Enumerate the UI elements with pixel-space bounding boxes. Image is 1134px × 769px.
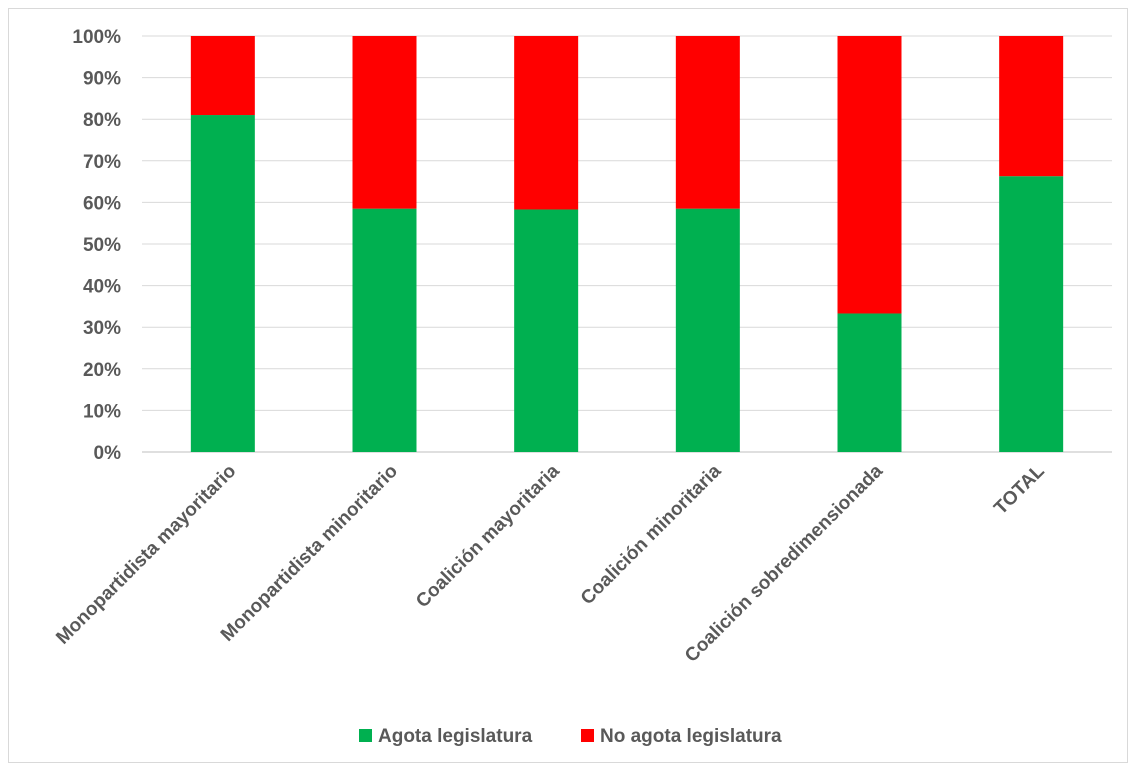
- bar-segment-no-agota: [514, 36, 579, 210]
- legend: Agota legislatura No agota legislatura: [359, 726, 782, 747]
- x-category-label: Coalición sobredimensionada: [681, 460, 887, 666]
- x-category-label: Monopartidista mayoritario: [52, 461, 240, 649]
- legend-swatch: [581, 729, 594, 742]
- bar-segment-agota: [352, 208, 417, 452]
- bar-segment-no-agota: [675, 36, 740, 209]
- x-category-label: TOTAL: [990, 460, 1049, 519]
- y-tick-label: 40%: [83, 277, 121, 298]
- legend-swatch: [359, 729, 372, 742]
- bar-segment-no-agota: [352, 36, 417, 209]
- bar-segment-no-agota: [190, 36, 255, 116]
- y-tick-label: 10%: [83, 401, 121, 422]
- y-tick-label: 70%: [83, 152, 121, 173]
- y-tick-label: 0%: [94, 443, 122, 464]
- y-axis-ticks: 0% 10% 20% 30% 40% 50% 60% 70% 80% 90% 100%: [72, 27, 121, 464]
- y-tick-label: 80%: [83, 110, 121, 131]
- bar-segment-agota: [999, 176, 1064, 452]
- y-tick-label: 20%: [83, 360, 121, 381]
- legend-label: Agota legislatura: [378, 726, 533, 747]
- x-category-label: Coalición mayoritaria: [412, 460, 564, 612]
- y-tick-label: 30%: [83, 318, 121, 339]
- y-tick-label: 50%: [83, 235, 121, 256]
- y-tick-label: 90%: [83, 69, 121, 90]
- bar-segment-agota: [675, 208, 740, 452]
- bar-segment-no-agota: [999, 36, 1064, 177]
- bar-segment-agota: [514, 209, 579, 452]
- bar-segment-agota: [190, 115, 255, 452]
- x-category-label: Coalición minoritaria: [577, 460, 726, 609]
- x-axis-categories: Monopartidista mayoritarioMonopartidista…: [52, 460, 1049, 666]
- bar-segment-no-agota: [837, 36, 902, 314]
- y-tick-label: 100%: [72, 27, 121, 48]
- gridlines: [142, 35, 1112, 453]
- x-category-label: Monopartidista minoritario: [217, 461, 402, 646]
- bar-segment-agota: [837, 313, 902, 452]
- bars: [190, 36, 1064, 452]
- y-tick-label: 60%: [83, 193, 121, 214]
- legend-label: No agota legislatura: [600, 726, 782, 747]
